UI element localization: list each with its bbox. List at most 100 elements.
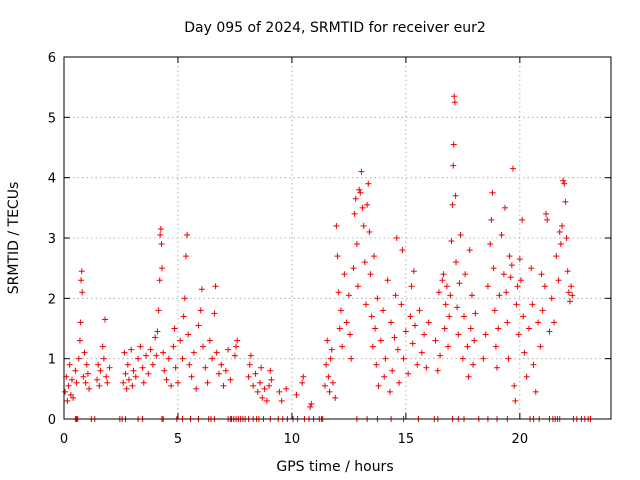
data-point: [556, 228, 563, 235]
data-point: [135, 355, 142, 362]
data-point: [560, 177, 567, 184]
data-point: [86, 385, 93, 392]
data-point: [137, 343, 144, 350]
data-point: [198, 286, 205, 293]
data-point: [487, 241, 494, 248]
data-point: [231, 352, 238, 359]
data-point: [470, 361, 477, 368]
data-point: [562, 198, 569, 205]
data-point: [409, 340, 416, 347]
data-point: [551, 319, 558, 326]
data-point: [215, 370, 222, 377]
data-point: [147, 346, 154, 353]
data-point: [276, 388, 283, 395]
data-point: [425, 319, 432, 326]
data-point: [77, 319, 84, 326]
data-point: [548, 295, 555, 302]
data-point: [161, 367, 168, 374]
data-point: [521, 349, 528, 356]
data-point: [377, 337, 384, 344]
data-point: [410, 268, 417, 275]
data-point: [154, 328, 161, 335]
data-point: [365, 180, 372, 187]
data-point: [73, 379, 80, 386]
data-point: [443, 283, 450, 290]
data-point: [432, 337, 439, 344]
data-point: [106, 364, 113, 371]
data-point: [209, 355, 216, 362]
data-point: [62, 388, 69, 395]
data-point: [464, 343, 471, 350]
data-point: [348, 355, 355, 362]
y-tick-label: 4: [48, 172, 56, 187]
y-tick-label: 3: [48, 232, 56, 247]
data-point: [484, 283, 491, 290]
data-point: [460, 313, 467, 320]
data-point: [184, 231, 191, 238]
data-point: [402, 328, 409, 335]
data-point: [182, 253, 189, 260]
data-point: [267, 367, 274, 374]
data-point: [372, 325, 379, 332]
data-point: [70, 394, 77, 401]
data-point: [564, 268, 571, 275]
data-point: [140, 379, 147, 386]
data-point: [132, 373, 139, 380]
data-point: [254, 388, 261, 395]
data-point: [155, 307, 162, 314]
data-point: [544, 216, 551, 223]
data-point: [218, 361, 225, 368]
data-point: [258, 364, 265, 371]
x-tick-label: 10: [284, 432, 301, 447]
data-point: [509, 165, 516, 172]
data-point: [453, 259, 460, 266]
data-point: [467, 325, 474, 332]
data-point: [204, 379, 211, 386]
data-point: [334, 253, 341, 260]
data-point: [558, 222, 565, 229]
data-point: [158, 241, 165, 248]
data-point: [172, 364, 179, 371]
data-point: [324, 337, 331, 344]
data-point: [323, 361, 330, 368]
data-point: [508, 262, 515, 269]
data-point: [72, 367, 79, 374]
data-point: [130, 367, 137, 374]
data-point: [491, 307, 498, 314]
data-point: [213, 349, 220, 356]
data-point: [451, 93, 458, 100]
data-point: [407, 313, 414, 320]
data-point: [200, 343, 207, 350]
data-point: [335, 289, 342, 296]
data-point: [435, 289, 442, 296]
data-point: [174, 379, 181, 386]
data-point: [537, 343, 544, 350]
data-point: [227, 376, 234, 383]
y-tick-label: 6: [48, 51, 56, 66]
data-point: [448, 238, 455, 245]
data-point: [423, 364, 430, 371]
x-tick-label: 0: [60, 432, 68, 447]
data-point: [343, 319, 350, 326]
data-point: [555, 277, 562, 284]
data-point: [128, 346, 135, 353]
data-point: [490, 265, 497, 272]
data-point: [356, 186, 363, 193]
data-point: [439, 277, 446, 284]
data-point: [528, 265, 535, 272]
data-point: [563, 235, 570, 241]
data-point: [367, 271, 374, 278]
data-point: [234, 337, 241, 344]
data-point: [329, 379, 336, 386]
data-point: [364, 201, 371, 208]
data-point: [120, 379, 127, 386]
data-point: [358, 168, 365, 175]
data-point: [434, 367, 441, 374]
data-point: [441, 325, 448, 332]
data-point: [180, 313, 187, 320]
data-point: [104, 379, 111, 386]
data-point: [156, 277, 163, 284]
data-point: [543, 210, 550, 217]
data-point: [459, 355, 466, 362]
data-point: [263, 397, 270, 404]
